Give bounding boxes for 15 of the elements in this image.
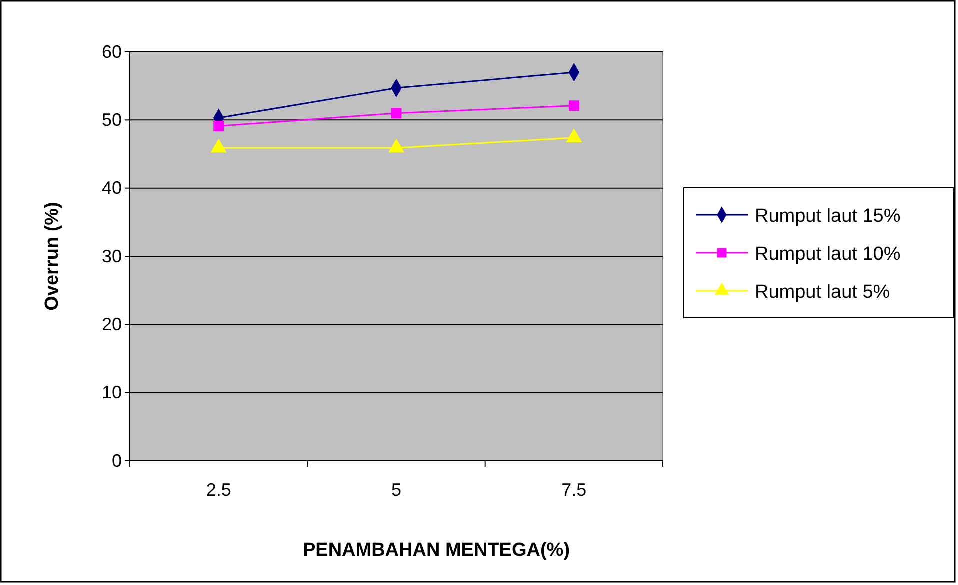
- x-axis-title: PENAMBAHAN MENTEGA(%): [302, 540, 570, 561]
- y-tick-label: 60: [102, 42, 122, 62]
- x-tick-label: 5: [391, 480, 402, 500]
- y-tick-label: 10: [102, 382, 122, 403]
- y-tick-label: 30: [102, 246, 122, 266]
- y-tick-label: 0: [112, 450, 122, 471]
- x-tick-label: 2.5: [206, 480, 232, 500]
- legend-label: Rumput laut 5%: [755, 282, 890, 303]
- y-tick-label: 50: [102, 110, 122, 130]
- y-axis-title: Overrun (%): [42, 202, 63, 311]
- x-tick-label: 7.5: [562, 480, 587, 500]
- y-tick-label: 20: [102, 314, 122, 334]
- y-tick-label: 40: [102, 178, 122, 198]
- legend-label: Rumput laut 10%: [755, 244, 901, 265]
- legend-label: Rumput laut 15%: [755, 206, 901, 227]
